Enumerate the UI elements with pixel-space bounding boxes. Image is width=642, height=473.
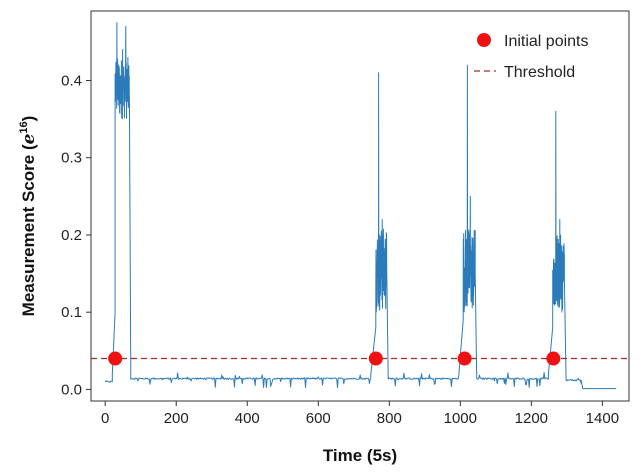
y-tick-label: 0.2 <box>61 227 82 244</box>
x-tick-label: 200 <box>164 410 189 427</box>
y-axis: 0.0 0.1 0.2 0.3 0.4 <box>61 73 91 398</box>
plot-frame <box>90 10 630 402</box>
x-tick-label: 0 <box>101 410 109 427</box>
x-axis-title: Time (5s) <box>323 446 397 465</box>
x-tick-label: 600 <box>306 410 331 427</box>
series-line <box>104 22 617 390</box>
initial-point <box>457 351 472 366</box>
y-tick-label: 0.0 <box>61 381 82 398</box>
legend: Initial points Threshold <box>474 33 589 81</box>
y-tick-label: 0.1 <box>61 304 82 321</box>
y-axis-title: Measurement Score (e16) <box>18 116 39 317</box>
legend-marker-initial-points <box>477 33 491 47</box>
y-tick-label: 0.4 <box>61 73 82 90</box>
legend-label-threshold: Threshold <box>504 64 575 81</box>
x-tick-label: 1000 <box>444 410 477 427</box>
plot-area <box>91 22 629 390</box>
x-axis: 0 200 400 600 800 1000 1200 1400 <box>101 401 619 427</box>
x-tick-label: 1400 <box>586 410 619 427</box>
initial-point <box>546 351 561 366</box>
initial-point <box>108 351 123 366</box>
x-tick-label: 1200 <box>515 410 548 427</box>
x-tick-label: 800 <box>377 410 402 427</box>
y-tick-label: 0.3 <box>61 150 82 167</box>
initial-point <box>368 351 383 366</box>
legend-label-initial-points: Initial points <box>504 33 589 50</box>
x-tick-label: 400 <box>235 410 260 427</box>
